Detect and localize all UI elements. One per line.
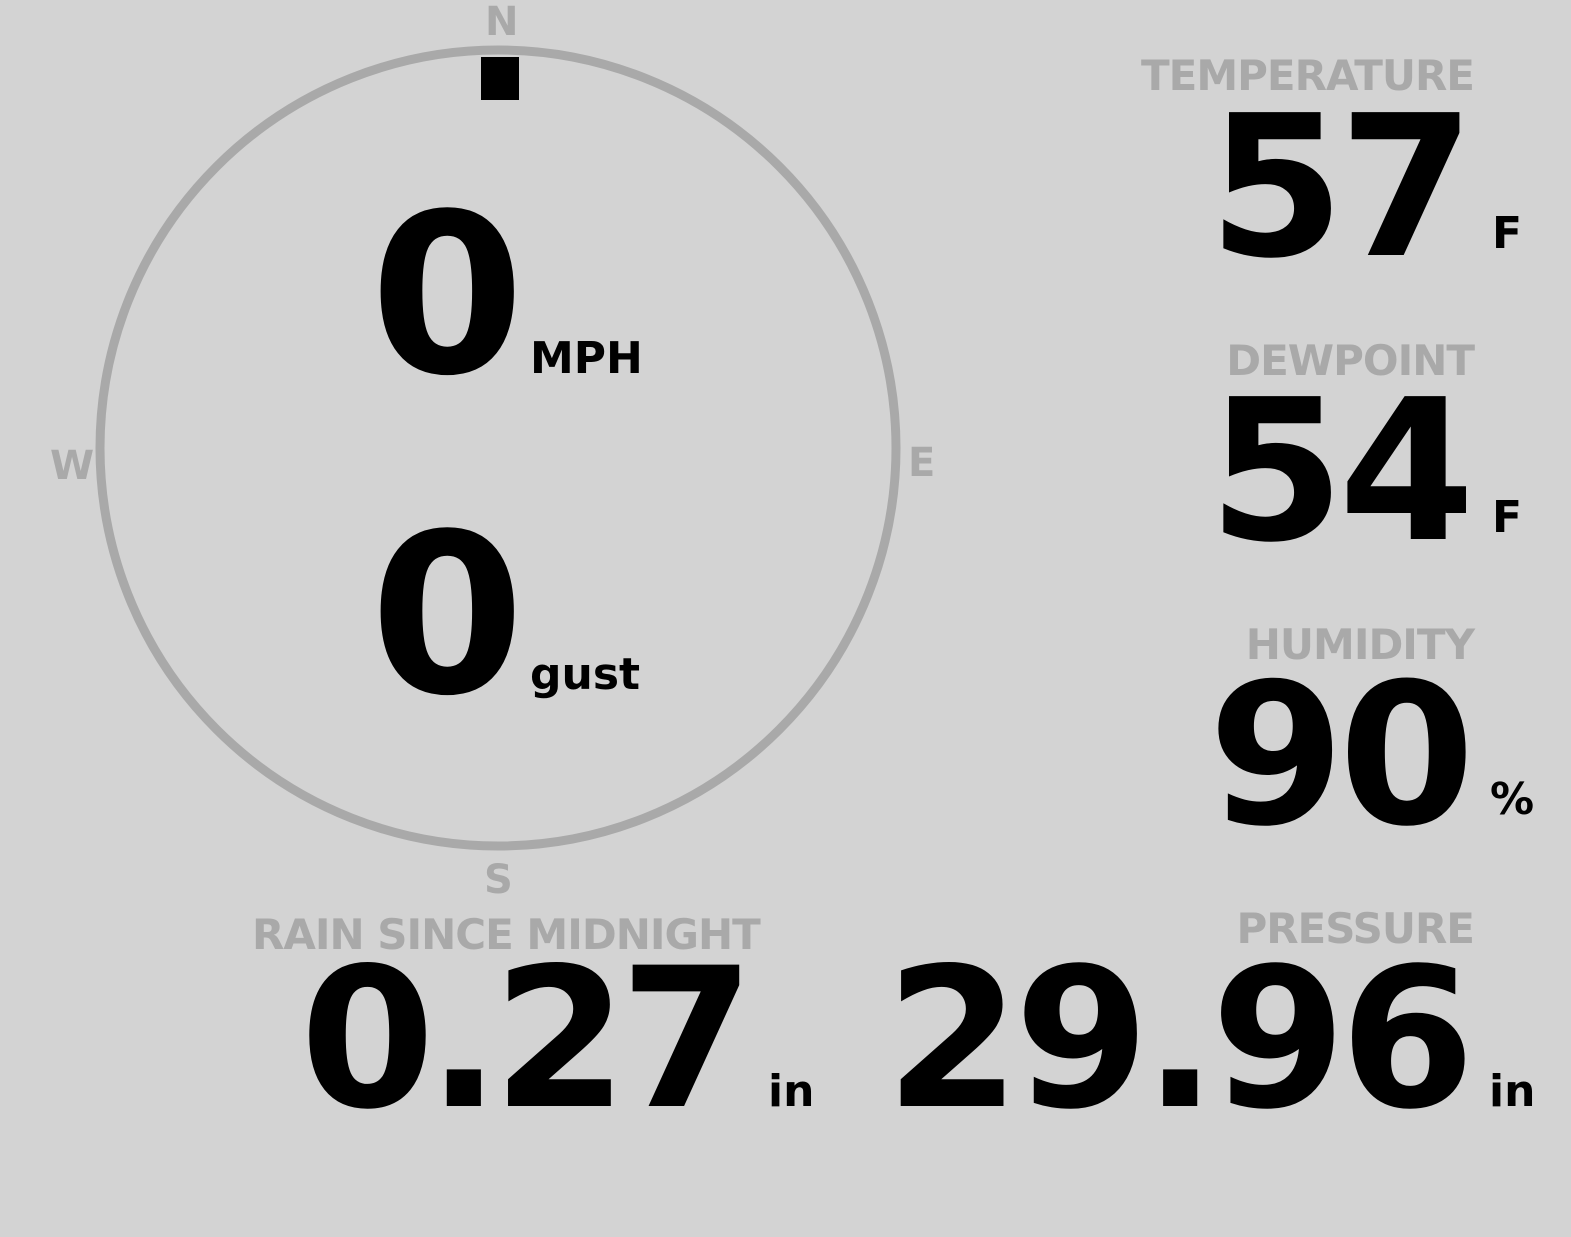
temperature-value: 57 (1208, 74, 1475, 302)
dewpoint-unit: F (1492, 492, 1523, 543)
compass-south-label: S (484, 857, 513, 903)
pressure-unit: in (1489, 1066, 1536, 1117)
rain-label: RAIN SINCE MIDNIGHT (252, 910, 761, 959)
dewpoint-label: DEWPOINT (1226, 336, 1475, 385)
compass-east-label: E (908, 440, 936, 486)
compass-west-label: W (50, 443, 95, 489)
humidity-label: HUMIDITY (1245, 620, 1475, 669)
wind-gust-value: 0 (370, 487, 524, 745)
rain-unit: in (768, 1066, 815, 1117)
humidity-unit: % (1490, 774, 1535, 825)
wind-direction-marker (481, 57, 519, 100)
wind-speed-value: 0 (370, 167, 524, 425)
wind-speed-unit: MPH (530, 333, 643, 384)
pressure-label: PRESSURE (1236, 904, 1475, 953)
wind-gust-unit: gust (530, 649, 641, 700)
compass-north-label: N (485, 0, 519, 45)
temperature-unit: F (1492, 208, 1523, 259)
temperature-label: TEMPERATURE (1141, 51, 1475, 100)
pressure-value: 29.96 (885, 926, 1475, 1152)
rain-value: 0.27 (300, 926, 755, 1152)
dewpoint-value: 54 (1208, 358, 1475, 586)
humidity-value: 90 (1208, 642, 1475, 870)
compass-ring (95, 45, 901, 851)
